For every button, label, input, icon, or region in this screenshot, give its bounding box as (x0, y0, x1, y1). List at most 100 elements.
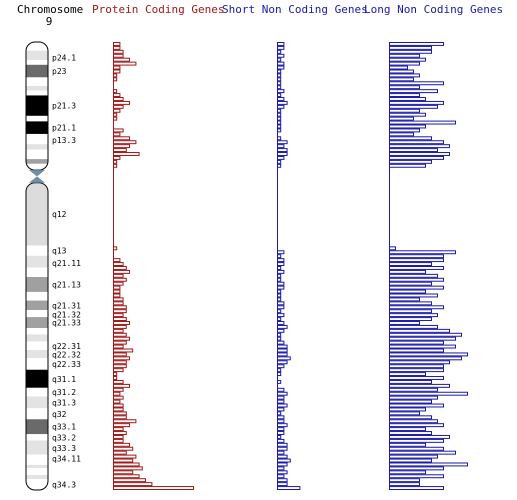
protein-bar (113, 364, 127, 369)
long-bar (389, 486, 444, 491)
long-bar (389, 360, 450, 365)
protein-bar (113, 415, 127, 420)
protein-bar (113, 372, 118, 377)
long-bar (389, 297, 420, 302)
band-label-q13: q13 (52, 247, 67, 256)
band-label-q21-11: q21.11 (52, 259, 81, 268)
short-bar (277, 486, 301, 491)
protein-bar (113, 140, 137, 145)
protein-bar (113, 336, 130, 341)
short-non-coding-header: Short Non Coding Genes (222, 3, 368, 16)
short-bar (277, 128, 282, 133)
band-p24-1 (26, 50, 48, 61)
long-bar (389, 289, 426, 294)
short-bar (277, 423, 288, 428)
band-q34-11 (26, 454, 48, 465)
long-bar (389, 348, 444, 353)
protein-bar (113, 281, 124, 286)
protein-bar (113, 442, 130, 447)
long-bar (389, 387, 438, 392)
long-bar (389, 324, 438, 329)
short-bar (277, 262, 285, 267)
protein-bar (113, 49, 124, 54)
long-bar (389, 313, 438, 318)
short-bar (277, 340, 285, 345)
short-bar (277, 332, 282, 337)
short-bar (277, 403, 288, 408)
band-p11-2 (26, 163, 48, 171)
band-p22 (26, 90, 48, 96)
band-label-q22-32: q22.32 (52, 350, 81, 359)
protein-bar (113, 163, 118, 168)
long-bar (389, 155, 444, 160)
short-bar (277, 53, 285, 58)
short-bar (277, 407, 285, 412)
band-q22-31 (26, 341, 48, 351)
short-bar (277, 470, 288, 475)
protein-bar (113, 332, 127, 337)
short-bar (277, 281, 285, 286)
band-label-q31-1: q31.1 (52, 375, 76, 384)
short-bar (277, 305, 285, 310)
protein-bar (113, 61, 137, 66)
protein-bar (113, 399, 121, 404)
protein-coding-track (113, 42, 194, 491)
protein-bar (113, 159, 118, 164)
short-bar (277, 415, 285, 420)
protein-bar (113, 301, 124, 306)
band-q21-2 (26, 291, 48, 301)
long-bar (389, 466, 444, 471)
short-bar (277, 69, 282, 74)
protein-bar (113, 340, 127, 345)
protein-bar (113, 293, 121, 298)
band-label-q32: q32 (52, 410, 67, 419)
band-label-q31-3: q31.3 (52, 398, 76, 407)
short-non-coding-track (277, 42, 301, 491)
band-q32 (26, 408, 48, 420)
short-bar (277, 391, 288, 396)
band-p13-2 (26, 144, 48, 150)
protein-bar (113, 269, 130, 274)
protein-bar (113, 450, 127, 455)
band-p13-3 (26, 133, 48, 145)
long-bar (389, 128, 420, 133)
long-bar (389, 69, 414, 74)
short-bar (277, 368, 282, 373)
long-bar (389, 285, 444, 290)
short-bar (277, 144, 285, 149)
long-bar (389, 266, 444, 270)
long-bar (389, 482, 420, 487)
long-bar (389, 49, 432, 54)
long-non-coding-track (389, 42, 468, 491)
chromosome-ideogram (25, 41, 49, 491)
band-p24 (26, 60, 48, 65)
band-q31-3 (26, 396, 48, 409)
protein-bar (113, 112, 118, 117)
band-q33-1 (26, 419, 48, 435)
long-non-coding-header: Long Non Coding Genes (364, 3, 504, 16)
long-bar (389, 246, 396, 251)
protein-bar (113, 462, 140, 467)
protein-bar (113, 262, 124, 267)
short-bar (277, 462, 288, 467)
long-bar (389, 340, 444, 345)
long-bar (389, 305, 444, 310)
long-bar (389, 450, 456, 455)
long-bar (389, 372, 426, 377)
long-bar (389, 317, 432, 322)
long-bar (389, 438, 444, 443)
short-bar (277, 324, 288, 329)
long-bar (389, 462, 468, 467)
band-labels: p24.1 p23 p21.3 p21.1 p13.3 q12 q13 q21.11 q21.1… (52, 54, 81, 490)
protein-bar (113, 466, 143, 471)
long-bar (389, 65, 408, 70)
short-bar (277, 427, 285, 432)
long-bar (389, 442, 426, 447)
short-bar (277, 419, 285, 424)
band-q33-2 (26, 434, 48, 441)
long-bar (389, 368, 444, 373)
short-bar (277, 466, 285, 471)
long-bar (389, 431, 432, 435)
short-bar (277, 411, 282, 416)
short-bar (277, 387, 285, 392)
